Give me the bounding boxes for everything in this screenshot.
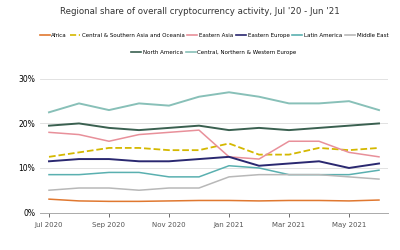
Legend: North America, Central, Northern & Western Europe: North America, Central, Northern & Weste… — [131, 50, 297, 55]
Text: Regional share of overall cryptocurrency activity, Jul '20 - Jun '21: Regional share of overall cryptocurrency… — [60, 8, 340, 16]
